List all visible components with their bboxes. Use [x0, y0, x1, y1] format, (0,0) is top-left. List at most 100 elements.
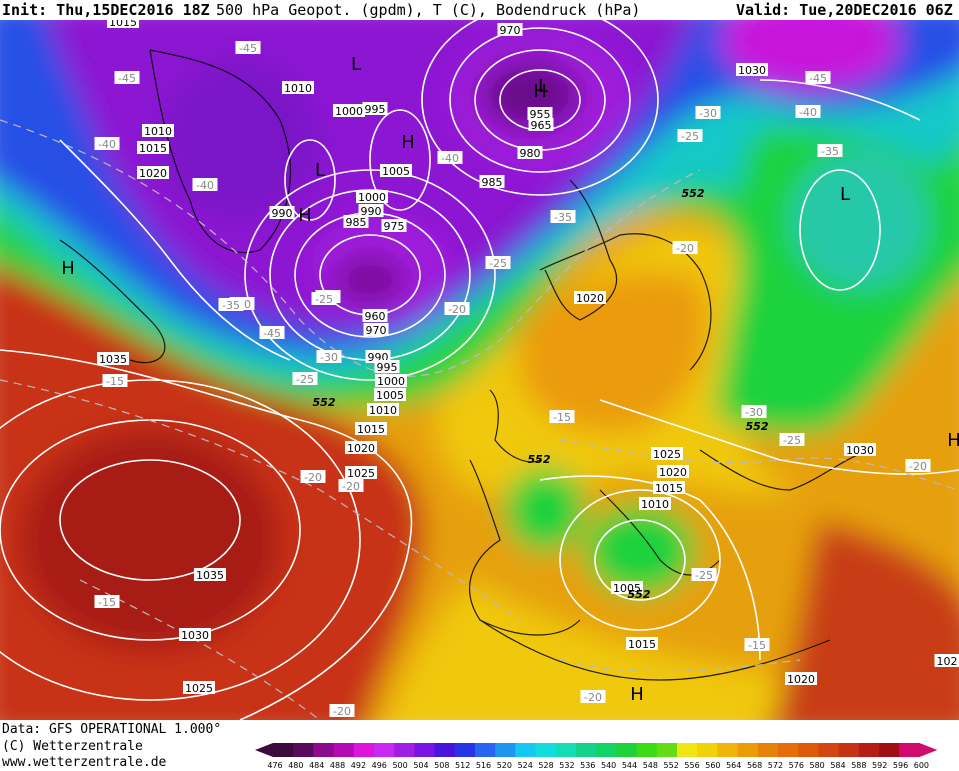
scale-tick-label: 564 — [726, 761, 741, 770]
temperature-label: -30 — [320, 351, 338, 364]
temperature-label: -20 — [448, 303, 466, 316]
pressure-label: 1020 — [787, 673, 815, 686]
scale-tick-label: 568 — [747, 761, 762, 770]
scale-tick-label: 548 — [643, 761, 658, 770]
pressure-label: 1010 — [369, 404, 397, 417]
scale-tick-label: 584 — [830, 761, 845, 770]
temperature-label: -40 — [196, 179, 214, 192]
high-pressure-center: H — [298, 205, 312, 226]
geopotential-label: 552 — [528, 453, 551, 466]
pressure-label: 995 — [377, 361, 398, 374]
scale-swatch — [798, 743, 819, 757]
temperature-label: -20 — [342, 480, 360, 493]
scale-tick-label: 484 — [309, 761, 324, 770]
pressure-label: 1005 — [376, 389, 404, 402]
scale-swatch — [637, 743, 658, 757]
pressure-label: 960 — [365, 310, 386, 323]
scale-tick-label: 520 — [497, 761, 512, 770]
temperature-label: -30 — [745, 406, 763, 419]
pressure-label: 970 — [500, 24, 521, 37]
pressure-label: 1015 — [139, 142, 167, 155]
scale-swatch — [313, 743, 334, 757]
scale-tick-label: 500 — [392, 761, 407, 770]
scale-tick-label: 480 — [288, 761, 303, 770]
pressure-label: 1030 — [181, 629, 209, 642]
low-pressure-center: L — [840, 184, 850, 205]
scale-tick-label: 592 — [872, 761, 887, 770]
pressure-label: 1000 — [377, 375, 405, 388]
pressure-label: 1020 — [139, 167, 167, 180]
pressure-label: 1000 — [335, 105, 363, 118]
temperature-label: -45 — [263, 327, 281, 340]
temperature-label: -20 — [584, 691, 602, 704]
high-pressure-center: H — [630, 684, 644, 705]
scale-tick-label: 572 — [768, 761, 783, 770]
map-header: Init: Thu,15DEC2016 18Z 500 hPa Geopot. … — [0, 0, 959, 20]
low-pressure-center: L — [315, 160, 325, 181]
scale-tick-label: 588 — [851, 761, 866, 770]
scale-swatch — [717, 743, 738, 757]
scale-tick-label: 532 — [559, 761, 574, 770]
scale-tick-label: 516 — [476, 761, 491, 770]
scale-tick-label: 560 — [705, 761, 720, 770]
chart-title: 500 hPa Geopot. (gpdm), T (C), Bodendruc… — [216, 0, 640, 20]
scale-swatch — [839, 743, 860, 757]
scale-tick-label: 488 — [330, 761, 345, 770]
data-source: Data: GFS OPERATIONAL 1.000° — [2, 722, 221, 738]
geopotential-label: 552 — [628, 588, 651, 601]
scale-tick-label: 476 — [267, 761, 282, 770]
copyright: (C) Wetterzentrale — [2, 739, 143, 755]
pressure-label: 1020 — [659, 466, 687, 479]
scale-tick-label: 524 — [518, 761, 533, 770]
pressure-label: 985 — [346, 216, 367, 229]
high-pressure-center: H — [947, 430, 959, 451]
temperature-label: -30 — [699, 107, 717, 120]
pressure-label: 1015 — [655, 482, 683, 495]
high-pressure-center: H — [533, 81, 547, 102]
pressure-label: 1030 — [846, 444, 874, 457]
pressure-label: 985 — [482, 176, 503, 189]
scale-swatch — [576, 743, 597, 757]
pressure-label: 1015 — [628, 638, 656, 651]
scale-swatch — [899, 743, 920, 757]
scale-swatch — [293, 743, 314, 757]
scale-arrow-right — [919, 743, 937, 757]
pressure-label: 1025 — [185, 682, 213, 695]
scale-tick-label: 556 — [684, 761, 699, 770]
scale-tick-label: 580 — [810, 761, 825, 770]
pressure-label: 995 — [365, 103, 386, 116]
scale-swatch — [738, 743, 759, 757]
scale-swatch — [435, 743, 456, 757]
temperature-label: -25 — [783, 434, 801, 447]
pressure-label: 1035 — [196, 569, 224, 582]
pressure-label: 965 — [531, 119, 552, 132]
temperature-label: -40 — [441, 152, 459, 165]
pressure-label: 980 — [520, 147, 541, 160]
scale-tick-label: 600 — [914, 761, 929, 770]
init-time: Init: Thu,15DEC2016 18Z — [2, 0, 210, 20]
temperature-label: -40 — [98, 138, 116, 151]
pressure-label: 1015 — [357, 423, 385, 436]
temperature-label: -15 — [98, 596, 116, 609]
scale-swatch — [556, 743, 577, 757]
scale-swatch — [475, 743, 496, 757]
scale-swatch — [354, 743, 375, 757]
scale-swatch — [495, 743, 516, 757]
scale-tick-label: 508 — [434, 761, 449, 770]
pressure-label: 1015 — [109, 20, 137, 29]
pressure-label: 102 — [937, 655, 958, 668]
geopotential-label: 552 — [746, 420, 769, 433]
scale-swatch — [677, 743, 698, 757]
scale-swatch — [596, 743, 617, 757]
scale-tick-label: 492 — [351, 761, 366, 770]
temperature-label: -35 — [222, 299, 240, 312]
scale-swatch — [616, 743, 637, 757]
geopotential-label: 552 — [313, 396, 336, 409]
temperature-label: -40 — [799, 106, 817, 119]
scale-swatch — [515, 743, 536, 757]
scale-swatch — [818, 743, 839, 757]
pressure-label: 1020 — [347, 442, 375, 455]
pressure-label: 1005 — [382, 165, 410, 178]
pressure-label: 990 — [272, 207, 293, 220]
